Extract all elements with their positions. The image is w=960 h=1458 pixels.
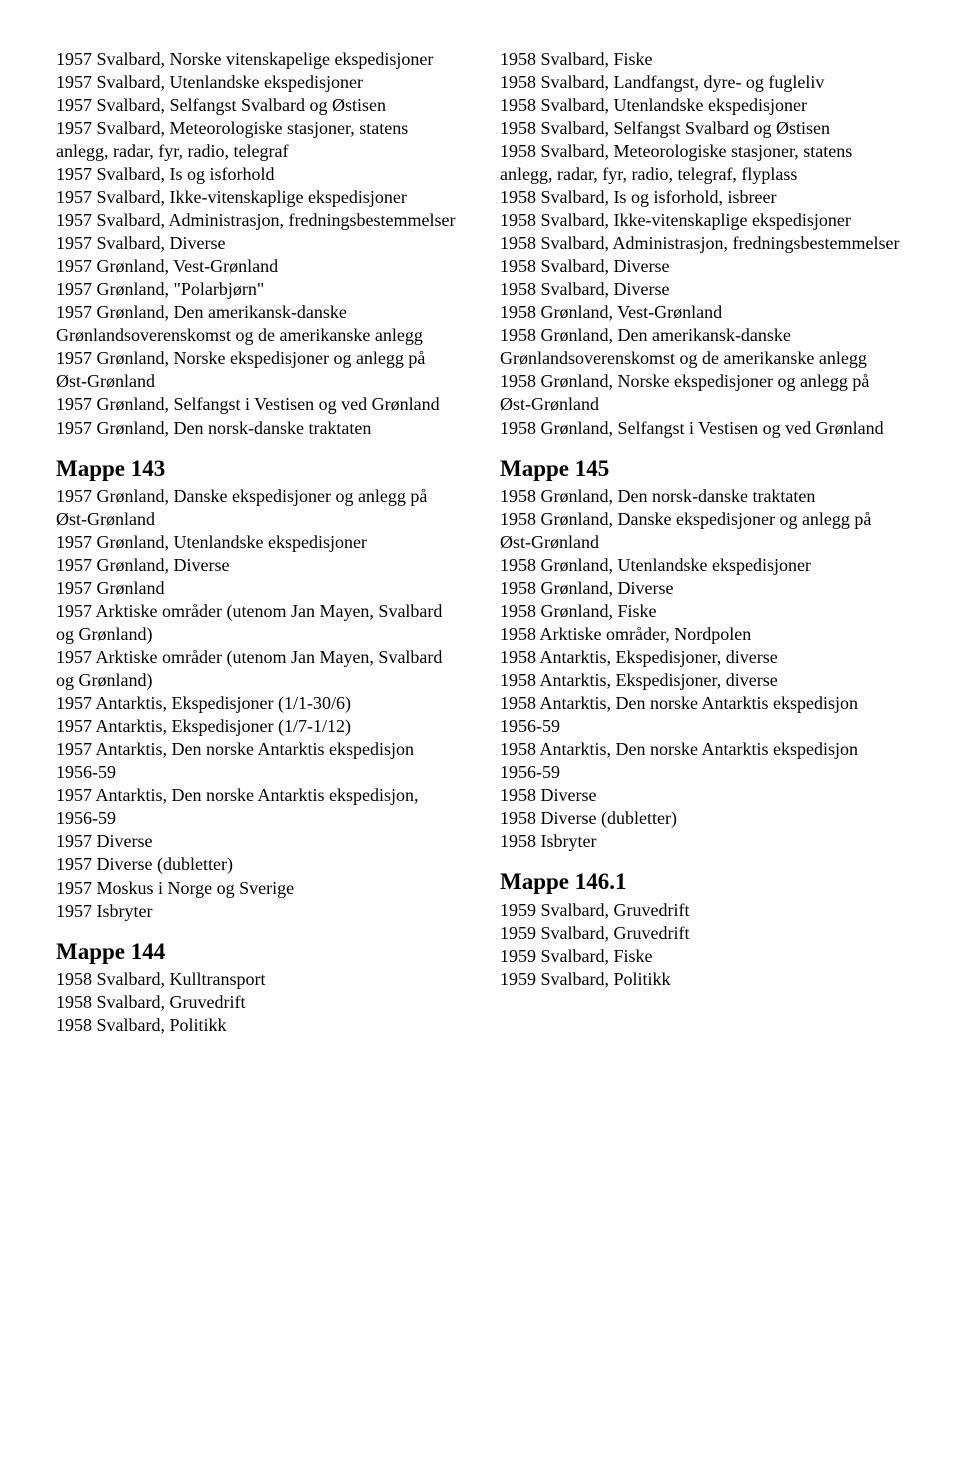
list-item: 1957 Arktiske områder (utenom Jan Mayen,… [56,600,460,646]
list-item: 1957 Svalbard, Meteorologiske stasjoner,… [56,117,460,163]
list-item: 1958 Svalbard, Fiske [500,48,904,71]
list-item: 1957 Svalbard, Ikke-vitenskaplige eksped… [56,186,460,209]
list-item: 1958 Antarktis, Ekspedisjoner, diverse [500,669,904,692]
list-item: 1958 Svalbard, Utenlandske ekspedisjoner [500,94,904,117]
right-column: 1958 Svalbard, Fiske1958 Svalbard, Landf… [500,48,904,1037]
list-item: 1958 Svalbard, Kulltransport [56,968,460,991]
left-column: 1957 Svalbard, Norske vitenskapelige eks… [56,48,460,1037]
list-item: 1957 Grønland, "Polarbjørn" [56,278,460,301]
list-item: 1958 Grønland, Utenlandske ekspedisjoner [500,554,904,577]
list-item: 1958 Svalbard, Gruvedrift [56,991,460,1014]
list-item: 1957 Moskus i Norge og Sverige [56,877,460,900]
list-item: 1957 Grønland, Danske ekspedisjoner og a… [56,485,460,531]
list-item: 1958 Svalbard, Ikke-vitenskaplige eksped… [500,209,904,232]
list-item: 1958 Grønland, Norske ekspedisjoner og a… [500,370,904,416]
list-item: 1958 Antarktis, Ekspedisjoner, diverse [500,646,904,669]
left-block-2: 1957 Grønland, Danske ekspedisjoner og a… [56,485,460,923]
list-item: 1957 Grønland, Den norsk-danske traktate… [56,417,460,440]
list-item: 1957 Svalbard, Norske vitenskapelige eks… [56,48,460,71]
list-item: 1957 Svalbard, Administrasjon, frednings… [56,209,460,232]
list-item: 1958 Grønland, Diverse [500,577,904,600]
list-item: 1958 Antarktis, Den norske Antarktis eks… [500,738,904,784]
list-item: 1959 Svalbard, Politikk [500,968,904,991]
list-item: 1958 Grønland, Vest-Grønland [500,301,904,324]
list-item: 1957 Isbryter [56,900,460,923]
list-item: 1957 Grønland, Den amerikansk-danske Grø… [56,301,460,347]
heading-mappe-144: Mappe 144 [56,937,460,966]
list-item: 1958 Isbryter [500,830,904,853]
list-item: 1957 Svalbard, Utenlandske ekspedisjoner [56,71,460,94]
list-item: 1958 Svalbard, Meteorologiske stasjoner,… [500,140,904,186]
list-item: 1958 Grønland, Den amerikansk-danske Grø… [500,324,904,370]
list-item: 1957 Diverse (dubletter) [56,853,460,876]
heading-mappe-146-1: Mappe 146.1 [500,867,904,896]
two-column-layout: 1957 Svalbard, Norske vitenskapelige eks… [56,48,904,1037]
list-item: 1957 Grønland, Vest-Grønland [56,255,460,278]
heading-mappe-143: Mappe 143 [56,454,460,483]
list-item: 1958 Svalbard, Is og isforhold, isbreer [500,186,904,209]
list-item: 1958 Diverse [500,784,904,807]
list-item: 1958 Svalbard, Diverse [500,278,904,301]
list-item: 1957 Grønland, Utenlandske ekspedisjoner [56,531,460,554]
list-item: 1957 Antarktis, Den norske Antarktis eks… [56,784,460,830]
list-item: 1958 Arktiske områder, Nordpolen [500,623,904,646]
list-item: 1957 Svalbard, Selfangst Svalbard og Øst… [56,94,460,117]
list-item: 1957 Svalbard, Diverse [56,232,460,255]
list-item: 1958 Svalbard, Selfangst Svalbard og Øst… [500,117,904,140]
list-item: 1957 Antarktis, Ekspedisjoner (1/1-30/6) [56,692,460,715]
list-item: 1957 Arktiske områder (utenom Jan Mayen,… [56,646,460,692]
list-item: 1957 Antarktis, Ekspedisjoner (1/7-1/12) [56,715,460,738]
list-item: 1958 Diverse (dubletter) [500,807,904,830]
list-item: 1957 Grønland [56,577,460,600]
list-item: 1958 Antarktis, Den norske Antarktis eks… [500,692,904,738]
left-block-3: 1958 Svalbard, Kulltransport1958 Svalbar… [56,968,460,1037]
list-item: 1958 Grønland, Fiske [500,600,904,623]
list-item: 1957 Grønland, Norske ekspedisjoner og a… [56,347,460,393]
list-item: 1957 Diverse [56,830,460,853]
list-item: 1957 Svalbard, Is og isforhold [56,163,460,186]
list-item: 1958 Svalbard, Politikk [56,1014,460,1037]
list-item: 1959 Svalbard, Gruvedrift [500,899,904,922]
list-item: 1958 Svalbard, Landfangst, dyre- og fugl… [500,71,904,94]
list-item: 1957 Grønland, Selfangst i Vestisen og v… [56,393,460,416]
list-item: 1959 Svalbard, Fiske [500,945,904,968]
list-item: 1958 Svalbard, Diverse [500,255,904,278]
left-block-1: 1957 Svalbard, Norske vitenskapelige eks… [56,48,460,440]
right-block-3: 1959 Svalbard, Gruvedrift1959 Svalbard, … [500,899,904,991]
right-block-1: 1958 Svalbard, Fiske1958 Svalbard, Landf… [500,48,904,440]
list-item: 1959 Svalbard, Gruvedrift [500,922,904,945]
right-block-2: 1958 Grønland, Den norsk-danske traktate… [500,485,904,854]
list-item: 1958 Grønland, Danske ekspedisjoner og a… [500,508,904,554]
list-item: 1958 Grønland, Den norsk-danske traktate… [500,485,904,508]
heading-mappe-145: Mappe 145 [500,454,904,483]
list-item: 1958 Grønland, Selfangst i Vestisen og v… [500,417,904,440]
list-item: 1957 Antarktis, Den norske Antarktis eks… [56,738,460,784]
list-item: 1957 Grønland, Diverse [56,554,460,577]
list-item: 1958 Svalbard, Administrasjon, frednings… [500,232,904,255]
